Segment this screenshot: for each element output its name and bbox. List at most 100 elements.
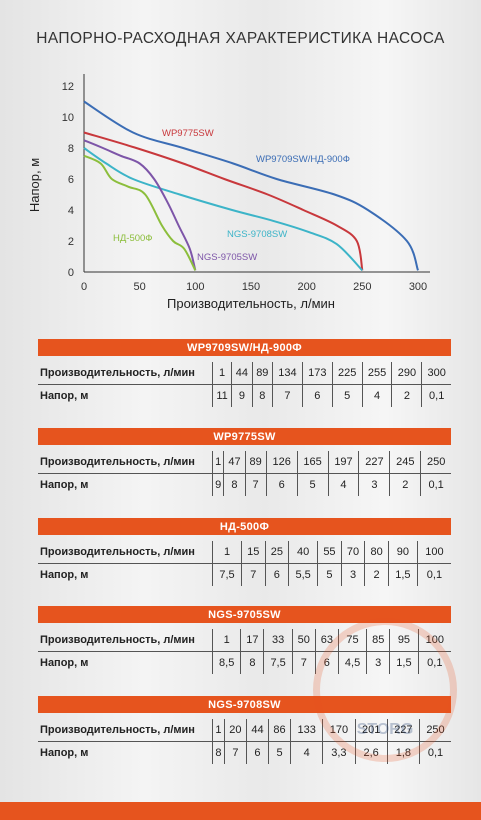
table-cell: 2 [391, 384, 422, 407]
table-cell: 1 [212, 719, 225, 742]
table-cell: 227 [358, 451, 390, 474]
row-label: Производительность, л/мин [38, 541, 213, 564]
table-cell: 227 [386, 719, 420, 742]
row-label: Напор, м [40, 657, 89, 669]
table-cell: 5 [296, 473, 329, 496]
table-cell: 44 [245, 719, 269, 742]
table-row: Напор, м 11 9 8 7 6 5 4 2 0,1 [38, 384, 451, 407]
series-label: WP9775SW [162, 128, 214, 139]
table-header: WP9775SW [38, 428, 451, 445]
y-tick-label: 0 [68, 267, 74, 279]
table-cell: 55 [317, 541, 342, 564]
row-label: Производительность, л/мин [38, 719, 213, 742]
table-cell: 90 [387, 541, 418, 564]
table-cell: 2 [389, 473, 421, 496]
table-cell: 0,1 [418, 741, 451, 764]
y-tick-label: 4 [68, 205, 74, 217]
table-cell: 5,5 [288, 563, 318, 586]
table-cell: 3 [358, 473, 390, 496]
table-cell: 173 [301, 362, 333, 385]
table-cell: 40 [288, 541, 318, 564]
series-line-0 [83, 100, 419, 271]
table-cell: 70 [340, 541, 365, 564]
table-cell: 6 [314, 651, 339, 674]
table-cell: 75 [337, 629, 367, 652]
table-header: WP9709SW/НД-900Ф [38, 339, 451, 356]
table-cell: 255 [361, 362, 392, 385]
table-cell: 11 [211, 384, 232, 407]
bottom-accent-bar [0, 802, 481, 820]
series-label: NGS-9705SW [197, 252, 257, 263]
table-cell: 201 [354, 719, 388, 742]
table-cell: 9 [211, 473, 224, 496]
pump-table: WP9775SW Производительность, л/мин 1 47 89 12… [38, 428, 451, 496]
table-cell: 7,5 [263, 651, 293, 674]
table-cell: 4,5 [337, 651, 367, 674]
series-line-4 [83, 154, 197, 271]
table-cell: 100 [417, 629, 451, 652]
pump-table: NGS-9708SW Производительность, л/мин 1 20 44… [38, 696, 451, 764]
table-cell: 25 [264, 541, 289, 564]
series-label: WP9709SW/НД-900Ф [256, 154, 350, 165]
table-cell: 7 [244, 473, 267, 496]
row-label: Напор, м [40, 479, 89, 491]
pump-table: НД-500Ф Производительность, л/мин 1 15 25 40 5… [38, 518, 451, 586]
x-tick-label: 250 [353, 281, 371, 293]
table-cell: 300 [421, 362, 451, 385]
row-label: Производительность, л/мин [38, 362, 213, 385]
table-cell: 0,1 [416, 563, 451, 586]
table-cell: 1,5 [389, 651, 419, 674]
y-tick-label: 6 [68, 174, 74, 186]
table-row: Напор, м 9 8 7 6 5 4 3 2 0,1 [38, 473, 451, 496]
table-row: Производительность, л/мин 1 47 89 126 165 197 2… [38, 451, 451, 474]
series-line-2 [83, 147, 364, 272]
table-cell: 3,3 [322, 741, 356, 764]
table-cell: 2 [364, 563, 389, 586]
table-cell: 197 [327, 451, 359, 474]
table-cell: 4 [290, 741, 323, 764]
table-cell: 9 [231, 384, 253, 407]
table-cell: 15 [241, 541, 266, 564]
table-cell: 6 [245, 741, 269, 764]
table-cell: 44 [231, 362, 253, 385]
table-header: NGS-9708SW [38, 696, 451, 713]
table-cell: 6 [264, 563, 289, 586]
table-cell: 7 [223, 741, 247, 764]
table-cell: 133 [290, 719, 323, 742]
table-cell: 1 [211, 629, 241, 652]
table-cell: 8,5 [211, 651, 241, 674]
x-tick-label: 200 [297, 281, 315, 293]
series-label: НД-500Ф [113, 233, 153, 244]
table-cell: 7 [291, 651, 316, 674]
table-cell: 2,6 [354, 741, 388, 764]
pump-table: NGS-9705SW Производительность, л/мин 1 17 33… [38, 606, 451, 674]
table-cell: 165 [296, 451, 329, 474]
table-cell: 33 [263, 629, 293, 652]
table-cell: 7,5 [212, 563, 242, 586]
chart: 0 2 4 6 8 10 12 0 50 100 150 200 250 300 Производитель… [27, 74, 430, 311]
table-cell: 17 [240, 629, 264, 652]
table-header: NGS-9705SW [38, 606, 451, 623]
table-cell: 0,1 [420, 473, 451, 496]
table-cell: 0,1 [417, 651, 451, 674]
row-label: Напор, м [40, 747, 89, 759]
pump-table: WP9709SW/НД-900Ф Производительность, л/ми… [38, 339, 451, 407]
y-tick-label: 12 [62, 81, 74, 93]
table-cell: 134 [272, 362, 303, 385]
x-tick-label: 0 [81, 281, 87, 293]
table-cell: 89 [251, 362, 273, 385]
table-row: Производительность, л/мин 1 44 89 134 173 225 2… [38, 362, 451, 385]
table-cell: 47 [223, 451, 246, 474]
table-cell: 0,1 [421, 384, 451, 407]
table-cell: 80 [364, 541, 389, 564]
table-cell: 1,5 [387, 563, 418, 586]
table-row: Напор, м 7,5 7 6 5,5 5 3 2 1,5 0,1 [38, 563, 451, 586]
series-label: NGS-9708SW [227, 229, 287, 240]
x-tick-label: 100 [186, 281, 204, 293]
table-cell: 85 [366, 629, 390, 652]
table-cell: 1 [211, 362, 232, 385]
page-title: НАПОРНО-РАСХОДНАЯ ХАРАКТЕРИСТИКА НАСОСА [36, 30, 445, 47]
table-header: НД-500Ф [38, 518, 451, 535]
series-line-3 [83, 139, 197, 271]
series-line-1 [83, 131, 364, 271]
